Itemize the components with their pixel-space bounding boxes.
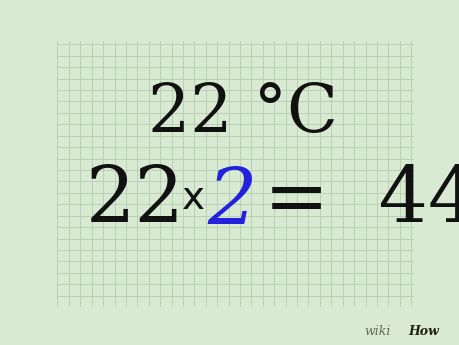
Text: 22: 22 bbox=[86, 163, 185, 239]
Text: How: How bbox=[408, 325, 438, 338]
Text: 22 °C: 22 °C bbox=[147, 80, 337, 146]
Text: =  44: = 44 bbox=[263, 163, 459, 239]
Text: x: x bbox=[181, 179, 204, 217]
Text: wiki: wiki bbox=[363, 325, 389, 338]
Text: 2: 2 bbox=[207, 165, 257, 242]
